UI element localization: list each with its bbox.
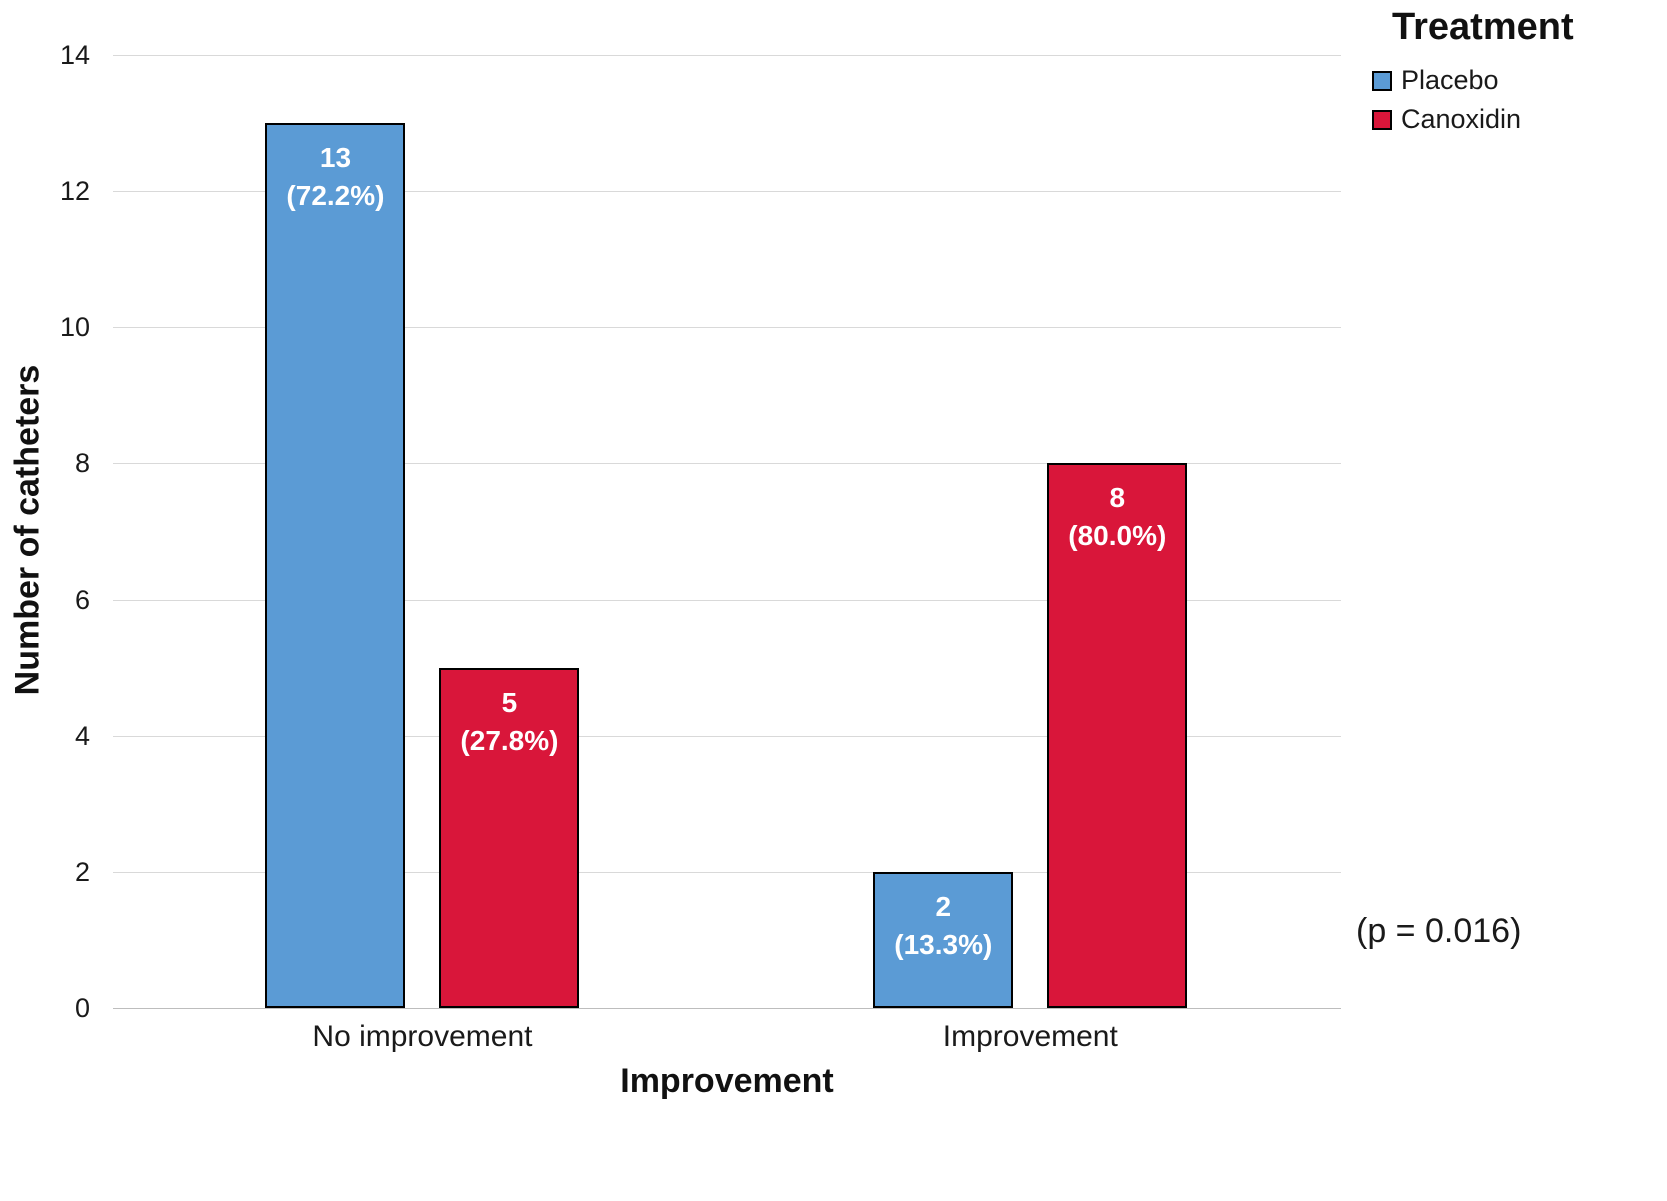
placebo-swatch-icon xyxy=(1372,70,1392,91)
bar-value-label: 8 (80.0%) xyxy=(1068,482,1167,552)
legend-item-placebo: Placebo xyxy=(1372,65,1663,96)
gridline xyxy=(113,1008,1341,1009)
x-category-label: No improvement xyxy=(312,1020,533,1053)
canoxidin-swatch-icon xyxy=(1372,109,1392,130)
bar-value-label: 2 (13.3%) xyxy=(894,890,993,960)
y-tick-label: 2 xyxy=(74,856,90,887)
y-tick-label: 10 xyxy=(59,312,90,343)
legend-label-placebo: Placebo xyxy=(1401,65,1499,95)
y-tick-label: 4 xyxy=(74,720,90,751)
bar-placebo-1: 2 (13.3%) xyxy=(873,871,1014,1008)
gridline xyxy=(113,871,1341,873)
gridline xyxy=(113,599,1341,601)
y-tick-label: 14 xyxy=(59,40,90,70)
gridline xyxy=(113,327,1341,329)
x-category-label: Improvement xyxy=(942,1020,1118,1053)
y-tick-label: 0 xyxy=(74,993,90,1023)
bar-value-label: 5 (27.8%) xyxy=(460,686,559,756)
x-axis-title: Improvement xyxy=(620,1062,834,1100)
bar-canoxidin-1: 8 (80.0%) xyxy=(1047,463,1188,1008)
plot-area: 0 2 4 6 8 10 12 14 13 (72.2%) 5 (27.8%) No improveme… xyxy=(60,40,1341,1053)
y-tick-label: 6 xyxy=(74,584,90,615)
y-axis-title: Number of catheters xyxy=(8,364,47,696)
legend: Treatment Placebo Canoxidin xyxy=(1368,6,1663,143)
legend-item-canoxidin: Canoxidin xyxy=(1372,104,1663,135)
legend-title: Treatment xyxy=(1392,6,1574,48)
gridline xyxy=(113,463,1341,465)
gridline xyxy=(113,735,1341,737)
y-tick-label: 12 xyxy=(59,176,90,207)
y-tick-label: 8 xyxy=(74,448,90,479)
gridline xyxy=(113,55,1341,56)
p-value-annotation: (p = 0.016) xyxy=(1356,912,1522,950)
legend-label-canoxidin: Canoxidin xyxy=(1401,104,1522,134)
bar-value-label: 13 (72.2%) xyxy=(286,142,385,212)
bar-canoxidin-0: 5 (27.8%) xyxy=(439,667,580,1008)
bar-placebo-0: 13 (72.2%) xyxy=(265,123,406,1008)
gridline xyxy=(113,191,1341,193)
